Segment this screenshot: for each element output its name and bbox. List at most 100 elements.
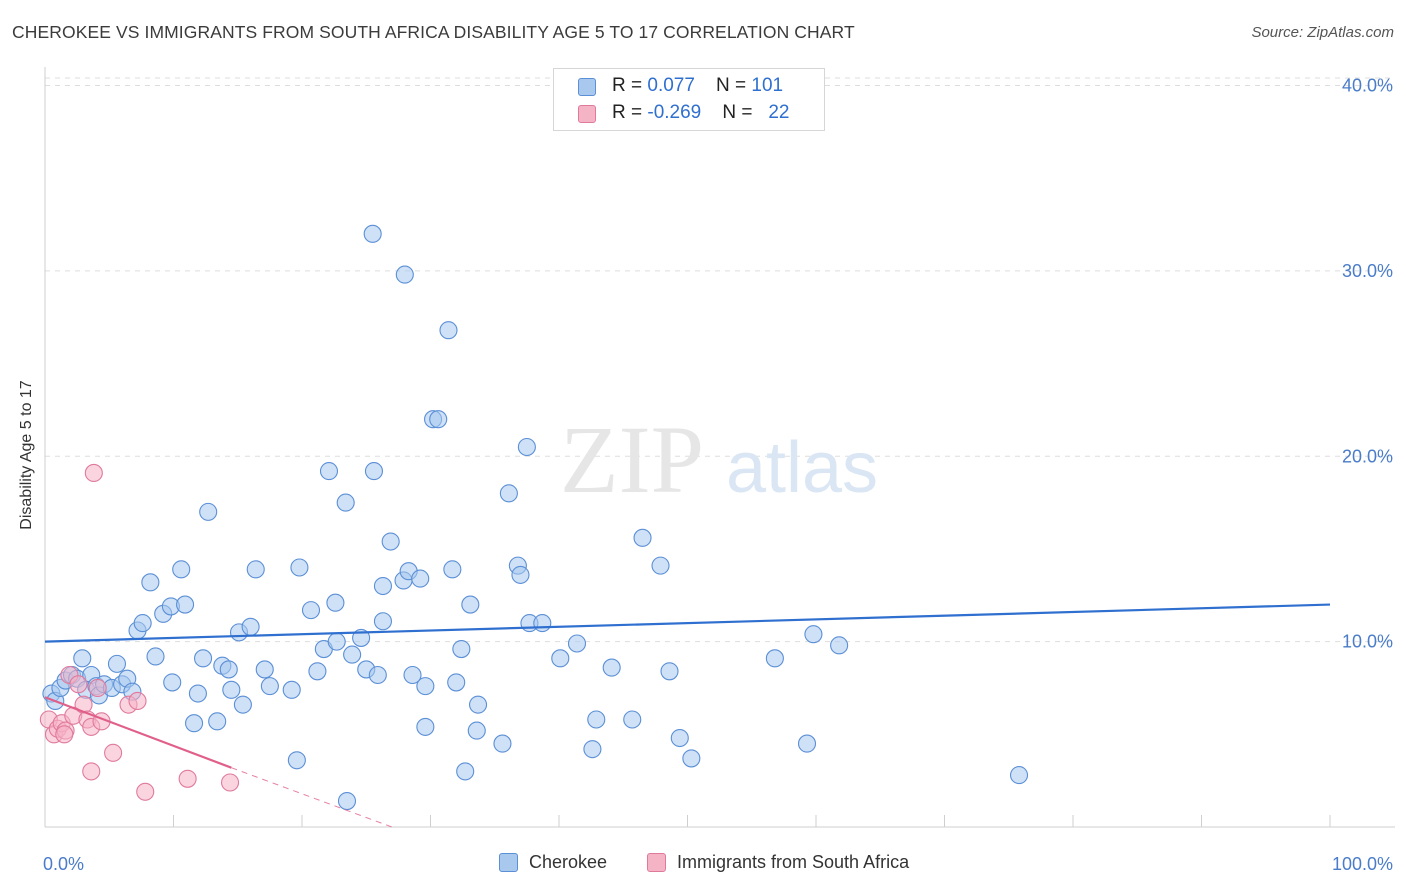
cherokee-point <box>602 658 621 677</box>
chart-title: CHEROKEE VS IMMIGRANTS FROM SOUTH AFRICA… <box>12 22 855 42</box>
cherokee-point <box>456 762 475 781</box>
stats-text-south-africa: R = -0.269 N = 22 <box>612 102 789 124</box>
r-label: R = <box>612 75 648 96</box>
cherokee-point <box>1009 766 1029 785</box>
cherokee-point <box>199 502 218 521</box>
cherokee-point <box>326 593 345 612</box>
cherokee-point <box>255 660 274 679</box>
y-tick-label: 30.0% <box>1342 261 1393 281</box>
south-africa-point <box>104 743 123 762</box>
cherokee-point <box>452 639 471 659</box>
cherokee-point <box>208 712 227 731</box>
cherokee-point <box>176 595 195 614</box>
south-africa-point <box>69 675 88 694</box>
south-africa-point <box>55 725 74 744</box>
stats-text-cherokee: R = 0.077 N = 101 <box>612 75 783 97</box>
cherokee-point <box>222 680 241 699</box>
r-value: -0.269 <box>647 102 702 123</box>
cherokee-point <box>146 647 165 666</box>
legend-swatch-south-africa <box>647 853 666 872</box>
n-value: 22 <box>768 102 790 123</box>
y-tick-label: 40.0% <box>1342 76 1393 96</box>
cherokee-point <box>517 437 536 457</box>
n-label: N = <box>722 102 758 123</box>
cherokee-point <box>411 569 430 588</box>
watermark-atlas: atlas <box>726 428 878 508</box>
legend-swatch-cherokee <box>578 78 596 96</box>
cherokee-trend-line <box>44 603 1331 643</box>
source-label: Source: ZipAtlas.com <box>1251 24 1394 41</box>
cherokee-point <box>73 649 92 668</box>
cherokee-point <box>337 791 357 811</box>
cherokee-point <box>319 462 339 481</box>
r-label: R = <box>612 102 648 123</box>
x-tick-label-max: 100.0% <box>1332 854 1393 874</box>
cherokee-point <box>233 695 252 714</box>
cherokee-point <box>468 695 488 714</box>
cherokee-point <box>343 645 362 664</box>
cherokee-point <box>241 617 260 636</box>
cherokee-point <box>439 321 458 340</box>
south-africa-point <box>136 782 155 801</box>
cherokee-point <box>373 612 393 631</box>
trend-lines <box>44 603 1331 828</box>
cherokee-point <box>467 721 486 740</box>
y-tick-label: 20.0% <box>1342 446 1393 466</box>
n-label: N = <box>716 75 752 96</box>
cherokee-point <box>416 717 435 736</box>
legend-label-south-africa: Immigrants from South Africa <box>677 852 910 872</box>
cherokee-point <box>682 749 701 768</box>
cherokee-point <box>583 740 602 759</box>
cherokee-point <box>290 558 309 577</box>
south-africa-point <box>88 678 107 698</box>
cherokee-point <box>395 265 414 284</box>
cherokee-point <box>403 665 422 685</box>
cherokee-point <box>670 728 689 748</box>
cherokee-point <box>301 601 321 620</box>
south-africa-point <box>178 769 197 788</box>
cherokee-point <box>499 484 518 503</box>
south-africa-trend-line <box>44 696 232 769</box>
cherokee-point <box>587 710 606 729</box>
cherokee-point <box>381 532 400 551</box>
cherokee-points <box>42 224 1029 811</box>
cherokee-point <box>368 665 387 685</box>
stats-legend: R = 0.077 N = 101 R = -0.269 N = 22 <box>553 68 825 131</box>
cherokee-point <box>633 528 652 547</box>
cherokee-point <box>260 677 279 696</box>
cherokee-point <box>416 677 435 696</box>
cherokee-point <box>429 410 448 429</box>
south-africa-point <box>128 691 147 711</box>
cherokee-point <box>551 649 570 668</box>
cherokee-point <box>533 614 552 633</box>
n-value: 101 <box>751 75 784 96</box>
legend-label-cherokee: Cherokee <box>529 852 608 872</box>
cherokee-point <box>511 565 530 584</box>
cherokee-point <box>327 632 346 651</box>
cherokee-point <box>623 710 642 729</box>
cherokee-point <box>830 636 849 655</box>
cherokee-point <box>336 493 355 512</box>
cherokee-point <box>185 714 204 733</box>
cherokee-point <box>443 560 462 579</box>
x-tick-label-min: 0.0% <box>43 854 84 874</box>
cherokee-point <box>765 649 784 668</box>
south-africa-point <box>84 463 103 483</box>
cherokee-point <box>651 556 670 575</box>
cherokee-point <box>107 654 127 673</box>
cherokee-point <box>364 462 384 481</box>
cherokee-point <box>194 649 213 668</box>
south-africa-points <box>39 463 240 801</box>
cherokee-point <box>461 595 480 614</box>
cherokee-point <box>373 576 393 596</box>
r-value: 0.077 <box>647 75 695 96</box>
cherokee-point <box>797 734 817 753</box>
cherokee-point <box>219 660 238 679</box>
cherokee-point <box>308 662 327 681</box>
cherokee-point <box>447 673 466 692</box>
legend-swatch-south-africa <box>578 105 596 123</box>
cherokee-point <box>287 751 306 770</box>
south-africa-trend-extension <box>231 767 393 828</box>
axes <box>44 67 1395 828</box>
